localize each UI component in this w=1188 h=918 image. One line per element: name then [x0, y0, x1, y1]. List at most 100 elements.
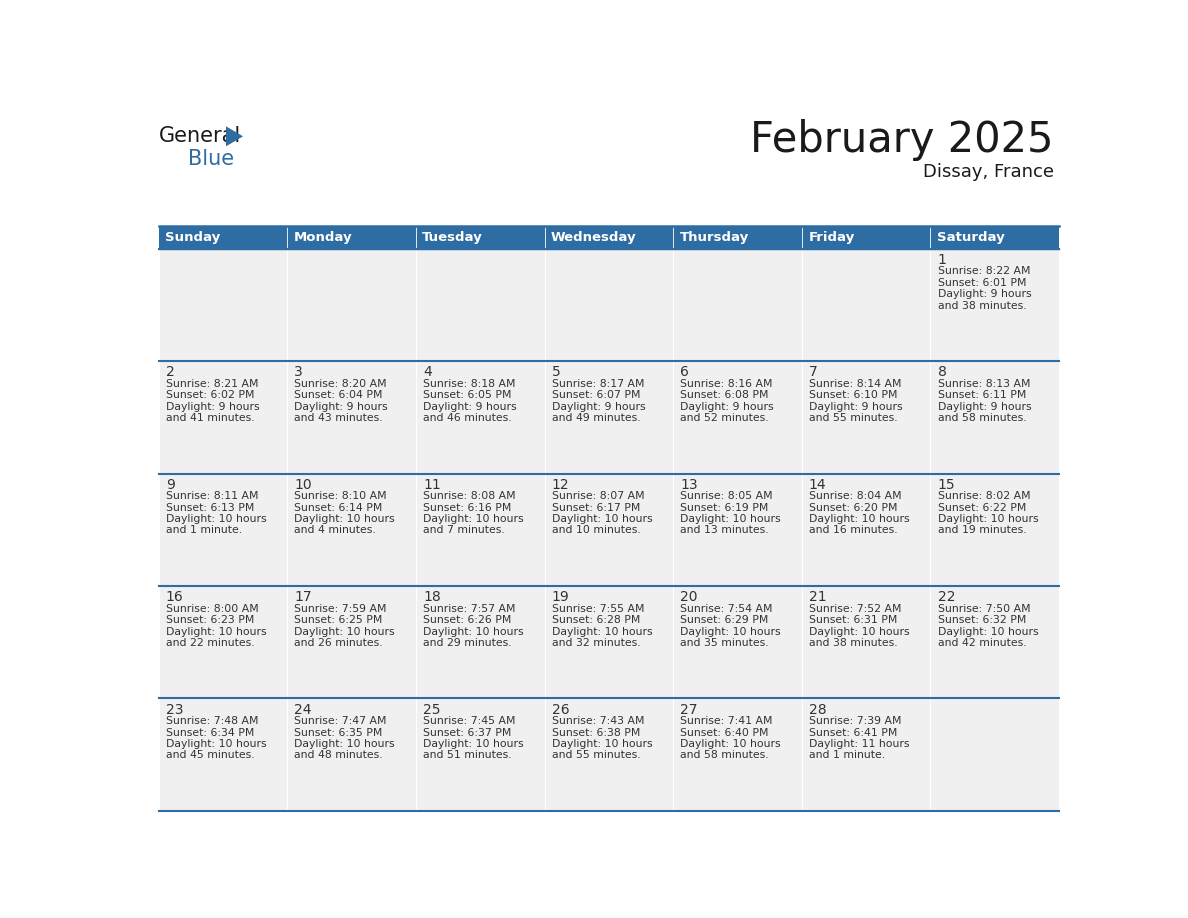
Bar [158, 249, 287, 361]
Text: 20: 20 [681, 590, 697, 604]
Text: 27: 27 [681, 702, 697, 717]
Text: and 55 minutes.: and 55 minutes. [551, 750, 640, 760]
Text: General: General [158, 126, 241, 146]
Text: Friday: Friday [808, 230, 854, 243]
Text: and 49 minutes.: and 49 minutes. [551, 413, 640, 423]
Bar [930, 586, 1060, 699]
Text: and 45 minutes.: and 45 minutes. [165, 750, 254, 760]
Text: Daylight: 10 hours: Daylight: 10 hours [809, 514, 910, 524]
Text: 16: 16 [165, 590, 183, 604]
Text: Daylight: 10 hours: Daylight: 10 hours [295, 514, 394, 524]
Text: Sunset: 6:26 PM: Sunset: 6:26 PM [423, 615, 511, 625]
Text: Sunset: 6:23 PM: Sunset: 6:23 PM [165, 615, 254, 625]
Bar [158, 474, 287, 586]
Text: and 55 minutes.: and 55 minutes. [809, 413, 897, 423]
Text: Daylight: 9 hours: Daylight: 9 hours [295, 402, 388, 411]
Bar [544, 699, 674, 811]
Bar [802, 226, 930, 249]
Text: Tuesday: Tuesday [422, 230, 484, 243]
Text: Sunrise: 8:04 AM: Sunrise: 8:04 AM [809, 491, 902, 501]
Text: Sunset: 6:29 PM: Sunset: 6:29 PM [681, 615, 769, 625]
Text: 14: 14 [809, 478, 827, 492]
Text: Sunrise: 7:54 AM: Sunrise: 7:54 AM [681, 604, 772, 614]
Bar [930, 361, 1060, 474]
Text: 8: 8 [937, 365, 947, 379]
Text: 10: 10 [295, 478, 312, 492]
Bar [802, 586, 930, 699]
Text: Sunrise: 7:39 AM: Sunrise: 7:39 AM [809, 716, 902, 726]
Text: and 1 minute.: and 1 minute. [809, 750, 885, 760]
Text: Sunset: 6:05 PM: Sunset: 6:05 PM [423, 390, 512, 400]
Text: Daylight: 11 hours: Daylight: 11 hours [809, 739, 909, 749]
Text: Daylight: 10 hours: Daylight: 10 hours [681, 739, 781, 749]
Text: Daylight: 10 hours: Daylight: 10 hours [165, 739, 266, 749]
Text: and 46 minutes.: and 46 minutes. [423, 413, 512, 423]
Text: Daylight: 10 hours: Daylight: 10 hours [423, 739, 524, 749]
Text: and 42 minutes.: and 42 minutes. [937, 638, 1026, 648]
Bar [287, 249, 416, 361]
Text: and 10 minutes.: and 10 minutes. [551, 525, 640, 535]
Bar [158, 586, 287, 699]
Text: Sunset: 6:17 PM: Sunset: 6:17 PM [551, 503, 640, 513]
Text: Sunset: 6:08 PM: Sunset: 6:08 PM [681, 390, 769, 400]
Text: and 1 minute.: and 1 minute. [165, 525, 242, 535]
Text: Daylight: 10 hours: Daylight: 10 hours [809, 626, 910, 636]
Text: and 43 minutes.: and 43 minutes. [295, 413, 383, 423]
Text: Wednesday: Wednesday [551, 230, 637, 243]
Bar [416, 474, 544, 586]
Text: Sunset: 6:04 PM: Sunset: 6:04 PM [295, 390, 383, 400]
Text: 4: 4 [423, 365, 431, 379]
Bar [416, 226, 544, 249]
Text: and 32 minutes.: and 32 minutes. [551, 638, 640, 648]
Text: Daylight: 9 hours: Daylight: 9 hours [681, 402, 773, 411]
Text: Sunrise: 8:21 AM: Sunrise: 8:21 AM [165, 379, 258, 389]
Bar [544, 226, 674, 249]
Text: Sunrise: 7:48 AM: Sunrise: 7:48 AM [165, 716, 258, 726]
Text: Daylight: 9 hours: Daylight: 9 hours [937, 289, 1031, 299]
Text: Monday: Monday [293, 230, 353, 243]
Text: Sunrise: 7:59 AM: Sunrise: 7:59 AM [295, 604, 387, 614]
Bar [287, 699, 416, 811]
Text: 24: 24 [295, 702, 311, 717]
Text: and 51 minutes.: and 51 minutes. [423, 750, 512, 760]
Text: Sunrise: 8:00 AM: Sunrise: 8:00 AM [165, 604, 259, 614]
Text: Daylight: 10 hours: Daylight: 10 hours [295, 739, 394, 749]
Text: and 38 minutes.: and 38 minutes. [937, 301, 1026, 310]
Bar [674, 699, 802, 811]
Text: Daylight: 9 hours: Daylight: 9 hours [809, 402, 903, 411]
Text: Daylight: 9 hours: Daylight: 9 hours [551, 402, 645, 411]
Text: and 48 minutes.: and 48 minutes. [295, 750, 383, 760]
Text: Sunrise: 8:18 AM: Sunrise: 8:18 AM [423, 379, 516, 389]
Text: Daylight: 10 hours: Daylight: 10 hours [551, 739, 652, 749]
Text: Sunset: 6:02 PM: Sunset: 6:02 PM [165, 390, 254, 400]
Text: 7: 7 [809, 365, 817, 379]
Text: and 7 minutes.: and 7 minutes. [423, 525, 505, 535]
Bar [416, 361, 544, 474]
Text: Daylight: 9 hours: Daylight: 9 hours [165, 402, 259, 411]
Text: Sunset: 6:10 PM: Sunset: 6:10 PM [809, 390, 897, 400]
Text: Sunrise: 7:50 AM: Sunrise: 7:50 AM [937, 604, 1030, 614]
Bar [674, 249, 802, 361]
Text: Sunrise: 7:52 AM: Sunrise: 7:52 AM [809, 604, 902, 614]
Bar [930, 474, 1060, 586]
Text: Daylight: 10 hours: Daylight: 10 hours [681, 626, 781, 636]
Text: Daylight: 10 hours: Daylight: 10 hours [165, 514, 266, 524]
Text: Sunrise: 8:14 AM: Sunrise: 8:14 AM [809, 379, 902, 389]
Text: Daylight: 10 hours: Daylight: 10 hours [937, 514, 1038, 524]
Bar [158, 699, 287, 811]
Text: and 19 minutes.: and 19 minutes. [937, 525, 1026, 535]
Text: 28: 28 [809, 702, 827, 717]
Text: and 4 minutes.: and 4 minutes. [295, 525, 377, 535]
Text: Sunset: 6:38 PM: Sunset: 6:38 PM [551, 728, 640, 737]
Text: Sunrise: 8:08 AM: Sunrise: 8:08 AM [423, 491, 516, 501]
Text: Sunday: Sunday [165, 230, 220, 243]
Text: Sunrise: 7:57 AM: Sunrise: 7:57 AM [423, 604, 516, 614]
Text: 26: 26 [551, 702, 569, 717]
Text: and 38 minutes.: and 38 minutes. [809, 638, 897, 648]
Bar [802, 249, 930, 361]
Bar [674, 586, 802, 699]
Bar [544, 249, 674, 361]
Text: Sunrise: 8:22 AM: Sunrise: 8:22 AM [937, 266, 1030, 276]
Text: Daylight: 9 hours: Daylight: 9 hours [423, 402, 517, 411]
Text: Sunset: 6:14 PM: Sunset: 6:14 PM [295, 503, 383, 513]
